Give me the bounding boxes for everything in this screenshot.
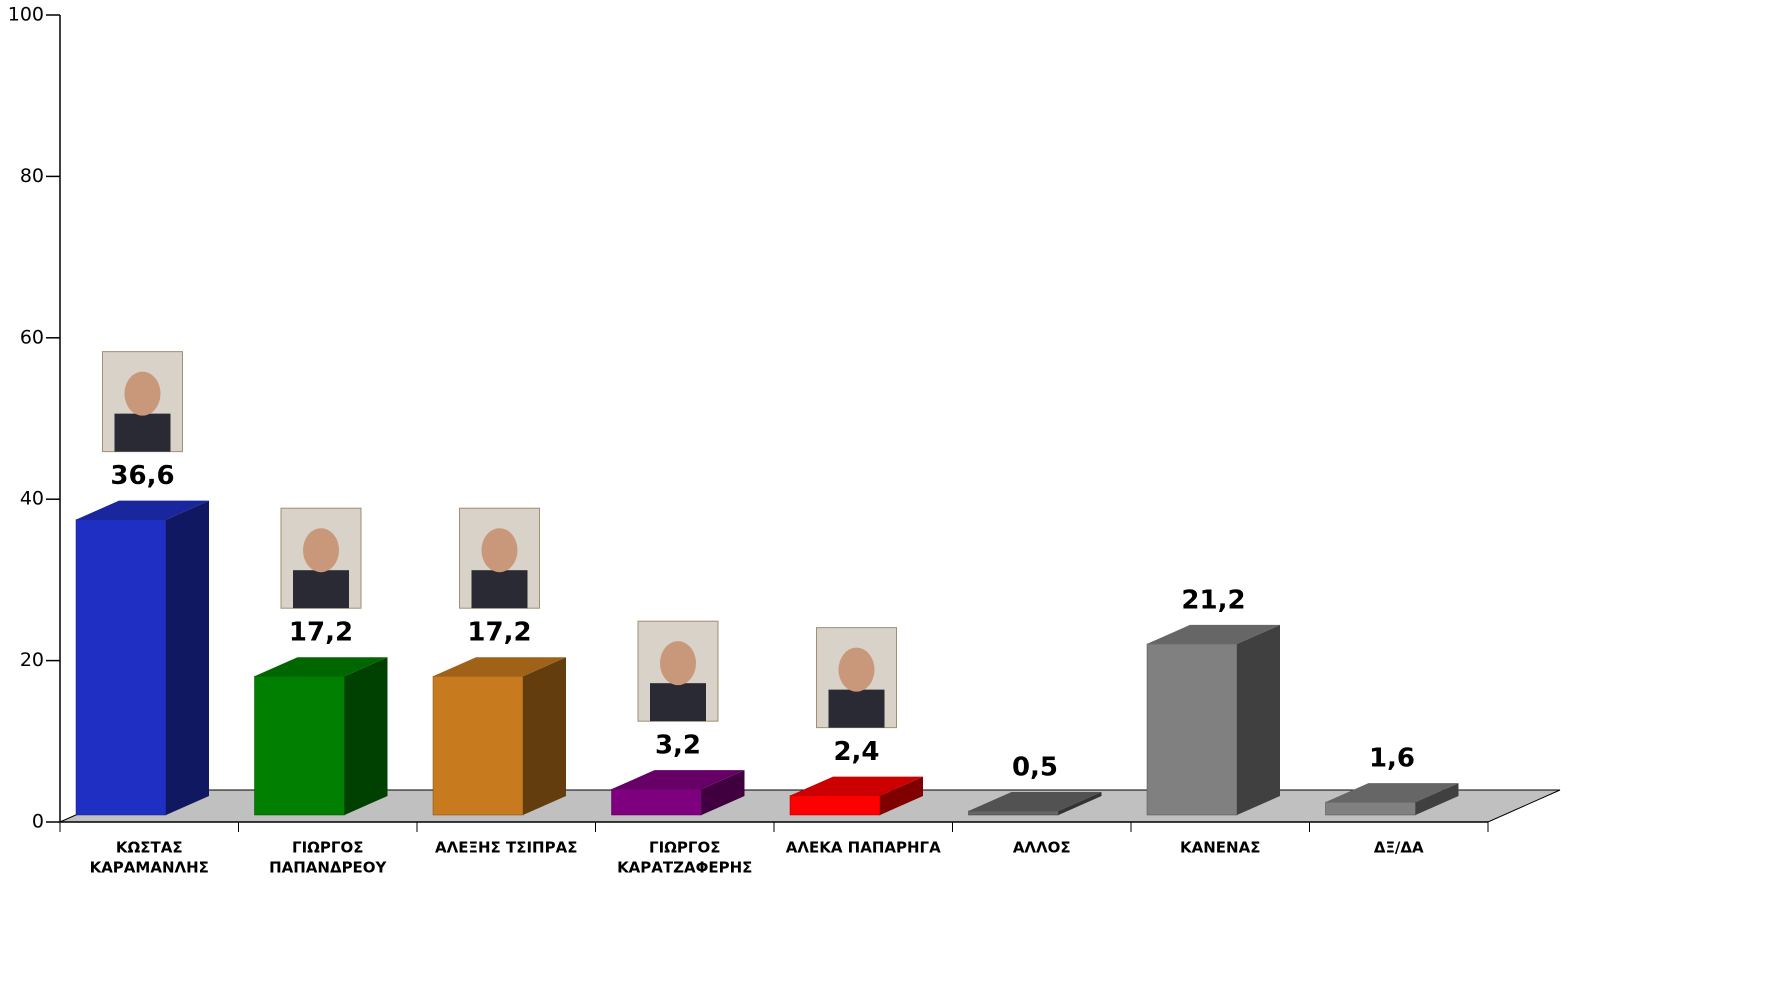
y-tick-label: 20 xyxy=(20,649,44,671)
x-tick-label: ΓΙΩΡΓΟΣ xyxy=(292,839,363,857)
bar-top xyxy=(1325,783,1459,803)
photo-suit xyxy=(828,689,885,728)
y-tick-label: 0 xyxy=(32,811,44,833)
bar-top xyxy=(254,657,388,677)
bar-side xyxy=(523,657,566,815)
bar-side xyxy=(1237,624,1280,815)
value-label: 17,2 xyxy=(289,618,353,648)
bar-top xyxy=(611,770,745,790)
x-tick-label: ΚΑΡΑΤΖΑΦΕΡΗΣ xyxy=(617,859,752,877)
photo-face xyxy=(124,371,161,416)
bar xyxy=(968,791,1102,816)
photo xyxy=(816,627,897,729)
photo xyxy=(459,507,540,609)
bar-side xyxy=(344,657,388,815)
x-tick-label: ΑΛΕΞΗΣ ΤΣΙΠΡΑΣ xyxy=(435,839,577,857)
y-tick-label: 100 xyxy=(8,4,44,26)
value-label: 2,4 xyxy=(833,737,879,767)
bar-front xyxy=(432,675,524,816)
bar-top xyxy=(433,657,566,677)
bar xyxy=(789,776,923,816)
photo-face xyxy=(838,647,875,692)
bar xyxy=(1146,624,1280,816)
x-tick-label: ΔΞ/ΔΑ xyxy=(1374,839,1424,857)
bar-front xyxy=(75,519,167,816)
bar-top xyxy=(790,776,923,796)
bar-front xyxy=(1146,643,1238,816)
value-label: 3,2 xyxy=(655,731,701,761)
bar xyxy=(75,500,209,816)
bar-front xyxy=(968,810,1059,816)
bar xyxy=(1325,783,1459,816)
photo-suit xyxy=(293,570,349,609)
bar-side xyxy=(166,500,209,815)
value-label: 0,5 xyxy=(1012,752,1058,782)
y-tick-label: 40 xyxy=(20,488,44,510)
photo-face xyxy=(481,528,518,573)
photo-suit xyxy=(650,683,706,722)
photo-face xyxy=(660,641,696,686)
photo-suit xyxy=(114,413,171,452)
bar-side xyxy=(1058,791,1102,815)
photo-face xyxy=(303,528,339,573)
x-tick-label: ΠΑΠΑΝΔΡΕΟΥ xyxy=(269,859,387,877)
bar xyxy=(611,770,745,816)
bar-top xyxy=(968,791,1102,811)
value-label: 17,2 xyxy=(467,618,531,648)
y-tick-label: 60 xyxy=(20,326,44,348)
bar-side xyxy=(880,776,923,815)
bar-side xyxy=(701,770,745,815)
bar-top xyxy=(1147,624,1280,644)
value-label: 21,2 xyxy=(1181,585,1245,615)
x-tick-label: ΓΙΩΡΓΟΣ xyxy=(649,839,720,857)
photo xyxy=(280,507,362,609)
bar-front xyxy=(1325,801,1416,816)
photo xyxy=(637,620,719,722)
bar-top xyxy=(76,500,209,520)
x-tick-label: ΚΑΝΕΝΑΣ xyxy=(1180,839,1260,857)
x-tick-label: ΑΛΕΚΑ ΠΑΠΑΡΗΓΑ xyxy=(786,839,941,857)
bar-front xyxy=(611,788,702,816)
bar-front xyxy=(254,675,345,816)
x-tick-label: ΚΑΡΑΜΑΝΛΗΣ xyxy=(90,859,209,877)
x-tick-label: ΚΩΣΤΑΣ xyxy=(116,839,183,857)
bar xyxy=(254,657,388,816)
bar-front xyxy=(789,795,881,816)
x-tick-label: ΑΛΛΟΣ xyxy=(1013,839,1071,857)
bar xyxy=(432,657,566,816)
y-tick-label: 80 xyxy=(20,165,44,187)
value-label: 36,6 xyxy=(110,461,174,491)
photo-suit xyxy=(471,570,528,609)
value-label: 1,6 xyxy=(1369,744,1415,774)
photo xyxy=(102,351,183,453)
bar-side xyxy=(1415,783,1459,815)
